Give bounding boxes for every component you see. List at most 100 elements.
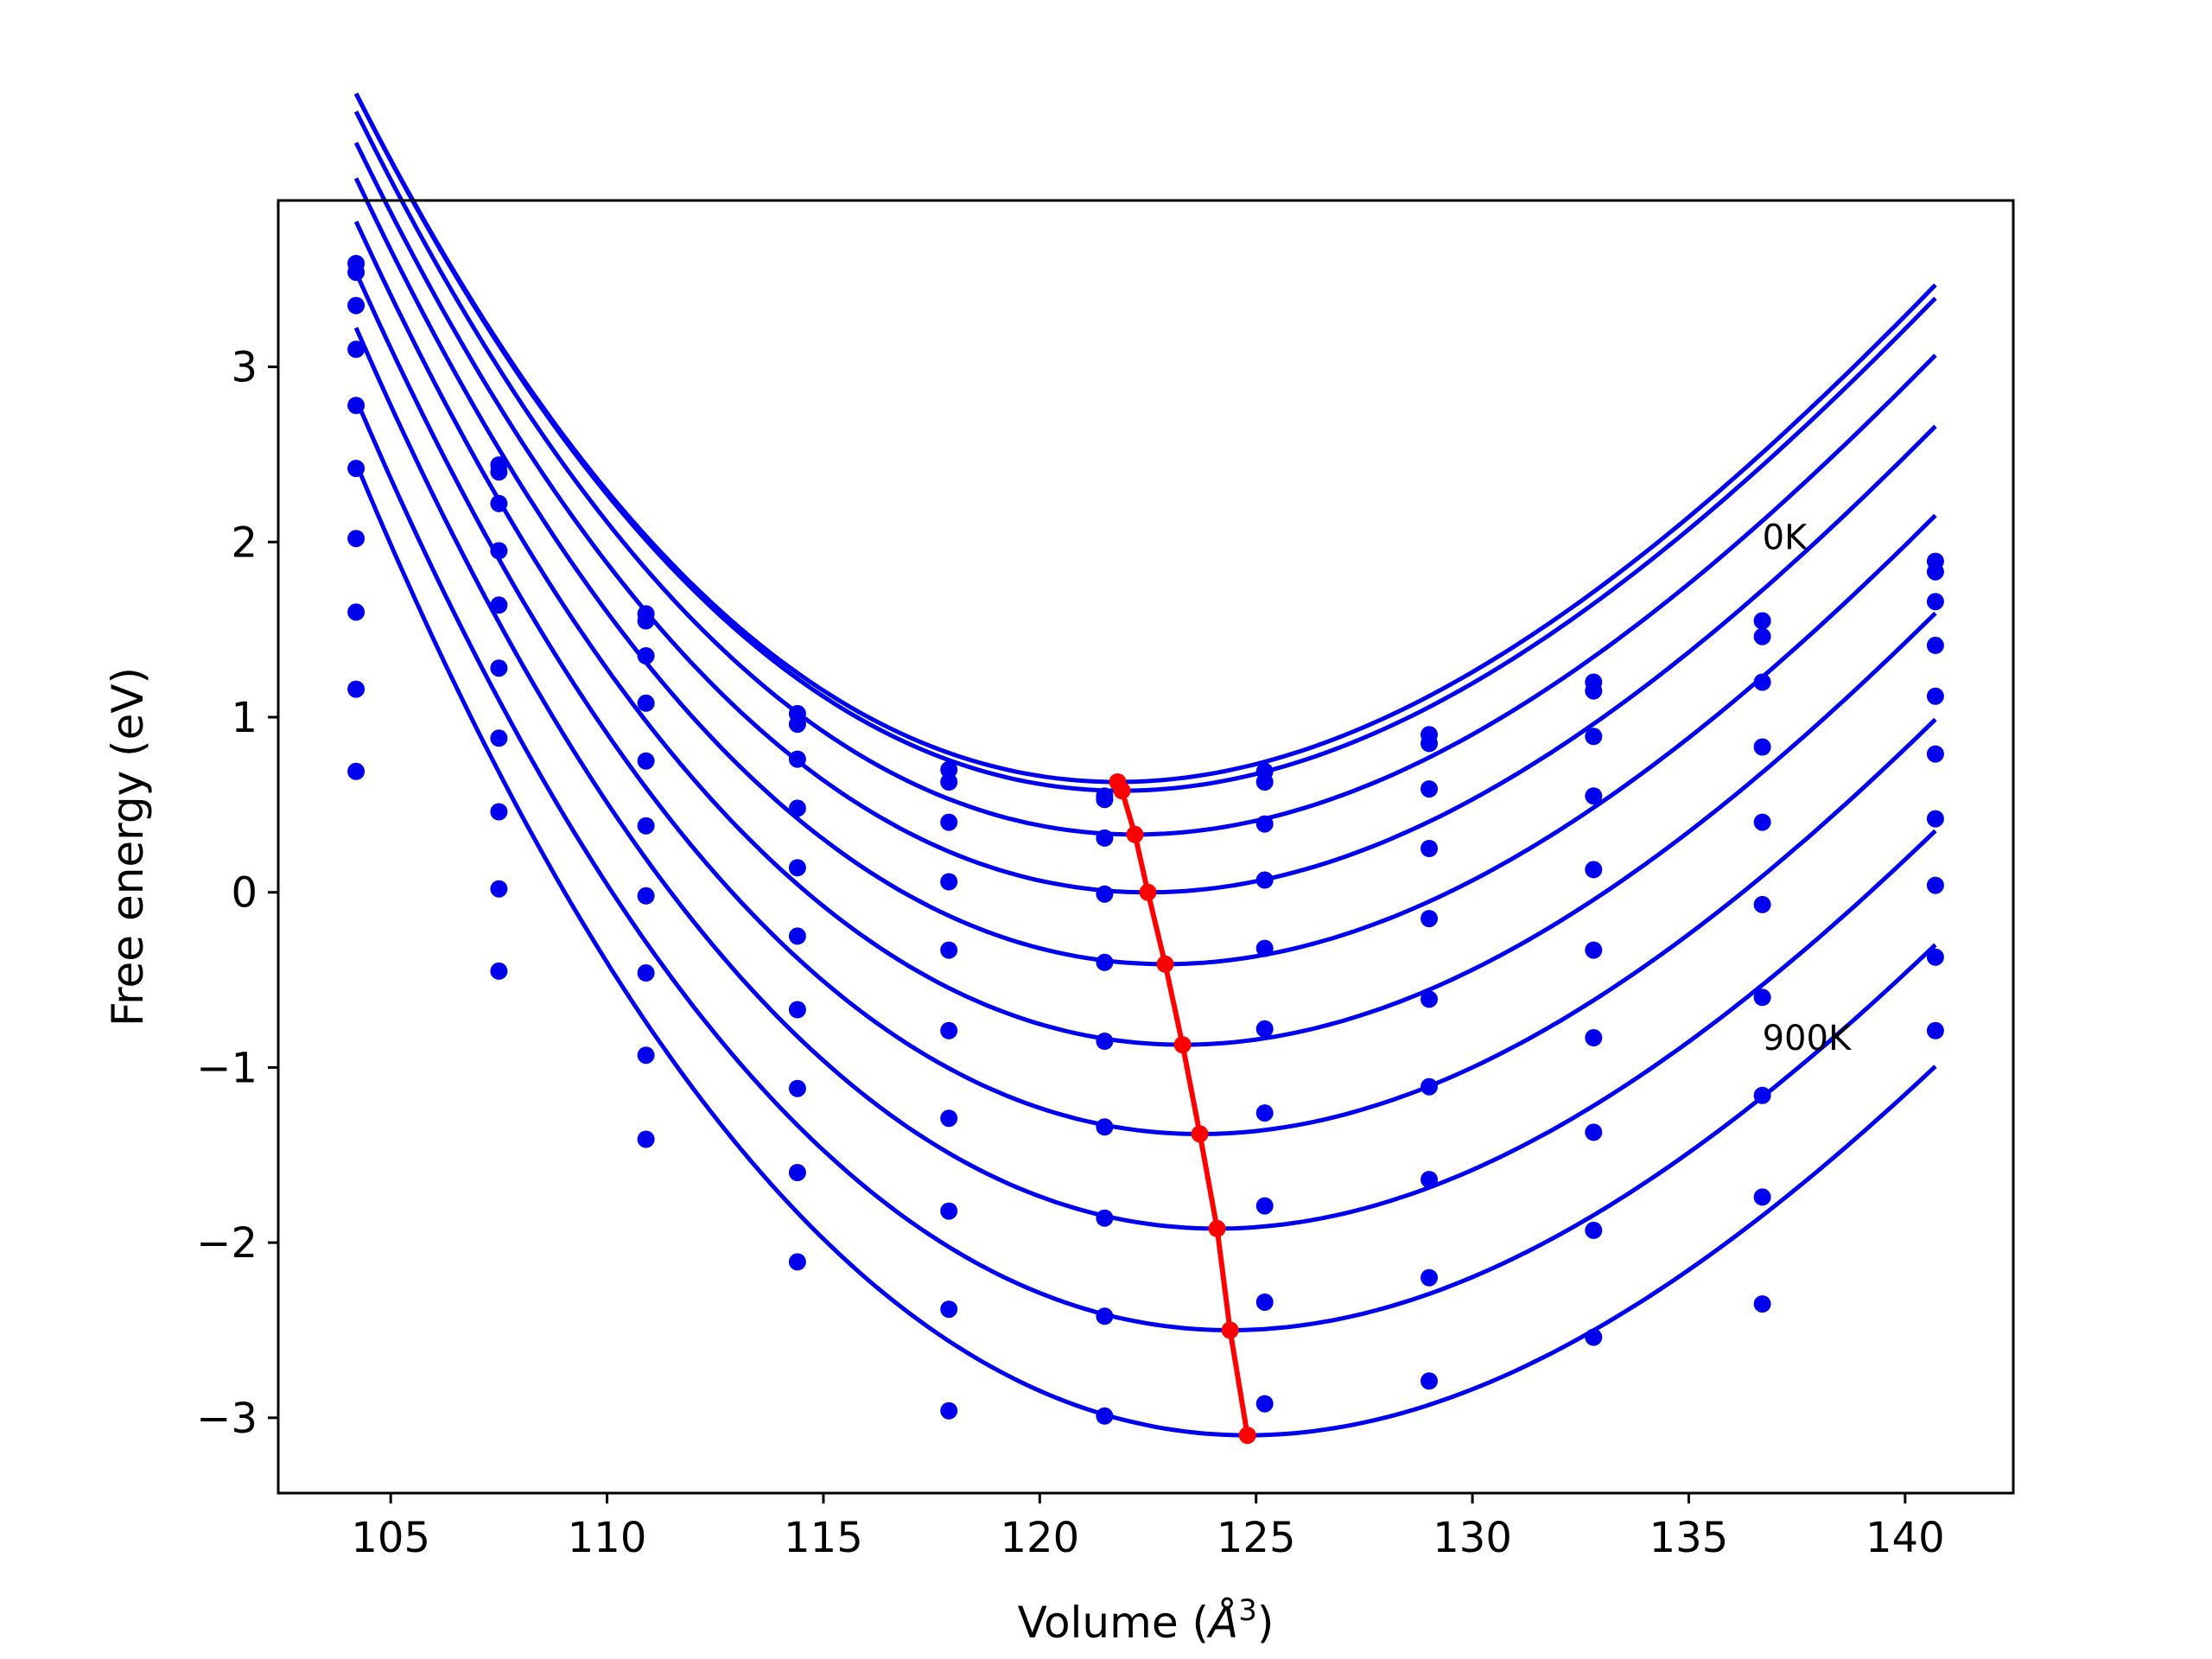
plot-frame (276, 199, 2015, 1495)
fit-curve-9 (353, 462, 1937, 1438)
minimum-point-6 (1191, 1125, 1209, 1143)
data-point-9-10 (1926, 1021, 1944, 1039)
data-point-3-4 (940, 873, 958, 891)
data-point-6-6 (1255, 1104, 1274, 1122)
x-tick-label-115: 115 (784, 1514, 863, 1562)
data-point-8-8 (1585, 1221, 1603, 1239)
x-axis-label-main: Volume ( (1018, 1598, 1209, 1648)
x-tick-label-105: 105 (351, 1514, 430, 1562)
data-point-8-3 (788, 1164, 806, 1181)
x-axis-label-close: ) (1257, 1598, 1274, 1648)
data-point-2-7 (1421, 780, 1438, 798)
minimum-point-1 (1113, 782, 1131, 800)
data-point-3-3 (788, 799, 806, 817)
data-point-4-10 (1926, 687, 1944, 705)
data-point-4-2 (637, 752, 655, 770)
data-point-2-9 (1753, 673, 1771, 691)
data-point-9-3 (788, 1253, 806, 1271)
data-point-4-4 (940, 941, 958, 959)
data-point-0-4 (940, 760, 958, 779)
data-point-6-5 (1096, 1118, 1114, 1136)
y-tick-label--1: −1 (196, 1044, 257, 1092)
data-point-6-8 (1585, 1029, 1603, 1046)
data-point-5-4 (940, 1021, 958, 1039)
data-point-3-5 (1096, 885, 1114, 903)
data-point-1-1 (490, 463, 508, 481)
data-point-2-2 (637, 647, 655, 664)
minimum-point-3 (1139, 883, 1157, 901)
data-point-4-6 (1255, 939, 1274, 957)
x-axis-ticks: 105 110 115 120 125 130 135 140 (351, 1493, 1945, 1562)
y-tick-label--3: −3 (196, 1395, 257, 1443)
data-point-8-6 (1255, 1294, 1274, 1311)
y-tick-label-1: 1 (231, 694, 257, 742)
data-point-1-8 (1585, 682, 1603, 700)
data-point-9-6 (1255, 1395, 1274, 1413)
data-point-3-10 (1926, 636, 1944, 654)
data-points (347, 255, 1944, 1425)
data-point-6-0 (347, 530, 365, 548)
data-point-3-8 (1585, 787, 1603, 805)
data-point-7-6 (1255, 1197, 1274, 1215)
data-point-2-1 (490, 494, 508, 512)
data-point-4-5 (1096, 953, 1114, 971)
x-tick-label-125: 125 (1217, 1514, 1296, 1562)
data-point-4-8 (1585, 861, 1603, 879)
data-point-6-7 (1421, 1077, 1438, 1096)
y-axis-ticks: −3 −2 −1 0 1 2 3 (196, 344, 278, 1443)
data-point-7-5 (1096, 1209, 1114, 1227)
data-point-2-3 (788, 750, 806, 768)
x-axis-label: Volume (Å3) (1018, 1593, 1274, 1648)
minimum-point-9 (1238, 1427, 1256, 1445)
data-point-3-1 (490, 542, 508, 560)
data-point-8-2 (637, 1046, 655, 1065)
data-point-3-6 (1255, 871, 1274, 889)
y-tick-label-0: 0 (231, 869, 257, 918)
data-point-7-0 (347, 603, 365, 621)
data-point-4-3 (788, 859, 806, 877)
data-point-7-7 (1421, 1171, 1438, 1189)
fit-curve-5 (353, 220, 1937, 1047)
fit-curve-6 (353, 271, 1937, 1136)
data-point-2-8 (1585, 728, 1603, 746)
fit-curve-0 (353, 92, 1937, 785)
data-point-3-0 (347, 340, 365, 359)
x-tick-label-130: 130 (1433, 1514, 1512, 1562)
data-point-1-9 (1753, 627, 1771, 645)
data-point-4-1 (490, 596, 508, 614)
annotation-0K: 0K (1763, 518, 1808, 557)
data-point-5-6 (1255, 1020, 1274, 1038)
data-point-9-1 (490, 962, 508, 980)
minimum-point-7 (1208, 1219, 1226, 1237)
data-point-8-0 (347, 680, 365, 698)
data-point-8-9 (1753, 1188, 1771, 1206)
data-point-1-5 (1096, 791, 1114, 809)
data-point-0-9 (1753, 612, 1771, 630)
data-point-5-0 (347, 460, 365, 478)
data-point-9-7 (1421, 1372, 1438, 1390)
data-point-6-2 (637, 887, 655, 905)
data-point-7-10 (1926, 876, 1944, 894)
data-point-2-0 (347, 296, 365, 315)
data-point-7-2 (637, 964, 655, 982)
minima-curve (1109, 773, 1256, 1445)
fit-curve-4 (353, 177, 1937, 967)
data-point-4-9 (1753, 813, 1771, 831)
data-point-1-3 (788, 715, 806, 734)
data-point-5-9 (1753, 895, 1771, 913)
data-point-3-9 (1753, 738, 1771, 756)
annotation-900K: 900K (1763, 1019, 1853, 1058)
y-tick-label--2: −2 (196, 1219, 257, 1268)
y-tick-label-2: 2 (231, 518, 257, 567)
y-axis-label: Free energy (eV) (103, 667, 153, 1027)
minima-line (1115, 780, 1250, 1436)
minimum-point-8 (1221, 1321, 1239, 1339)
data-point-5-5 (1096, 1033, 1114, 1050)
data-point-9-0 (347, 762, 365, 780)
fit-curves (353, 92, 1937, 1438)
data-point-1-0 (347, 264, 365, 282)
data-point-7-4 (940, 1202, 958, 1220)
data-point-7-3 (788, 1079, 806, 1097)
fit-curve-7 (353, 327, 1937, 1231)
data-point-1-6 (1255, 773, 1274, 791)
